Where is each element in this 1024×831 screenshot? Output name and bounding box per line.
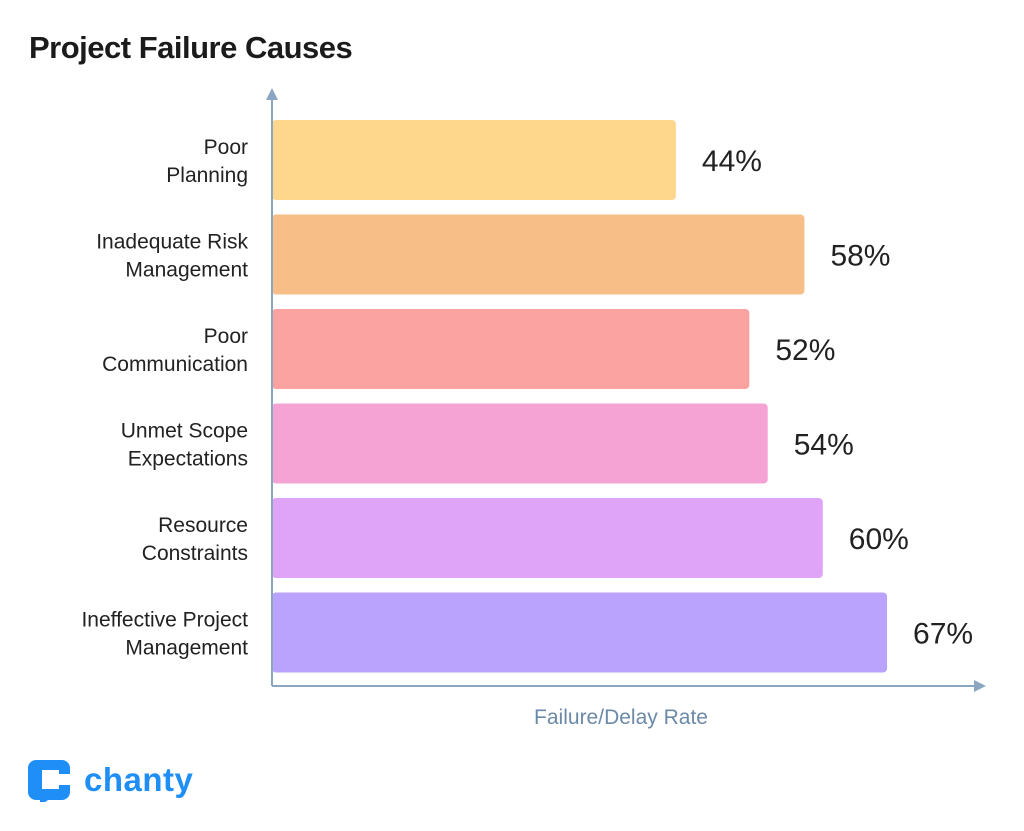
category-label: Poor — [204, 325, 248, 348]
chart-title: Project Failure Causes — [29, 30, 353, 65]
bar — [272, 498, 823, 578]
value-label: 54% — [794, 429, 854, 462]
bar — [272, 214, 805, 295]
category-label: Resource — [158, 514, 248, 537]
category-label: Unmet Scope — [121, 420, 248, 443]
x-axis-arrow — [974, 680, 986, 692]
category-label: Inadequate Risk — [96, 231, 248, 254]
value-label: 52% — [775, 334, 835, 367]
category-label: Constraints — [142, 542, 248, 565]
category-label: Management — [125, 637, 248, 660]
bar — [272, 592, 888, 673]
category-label: Expectations — [128, 448, 248, 471]
bar — [272, 309, 750, 389]
chanty-logo: chanty — [28, 758, 193, 802]
bar-chart: 44% Poor Planning 58% Inadequate Risk Managem… — [81, 88, 986, 729]
bar — [272, 403, 768, 484]
category-label: Ineffective Project — [81, 609, 248, 632]
brand-name: chanty — [84, 761, 194, 798]
bar — [272, 120, 676, 200]
category-label: Poor — [204, 136, 248, 159]
x-axis-label: Failure/Delay Rate — [534, 706, 708, 729]
category-label: Management — [125, 259, 248, 282]
y-axis-arrow — [266, 88, 278, 100]
value-label: 67% — [913, 618, 973, 651]
value-label: 44% — [702, 145, 762, 178]
category-label: Planning — [166, 164, 248, 187]
chat-bubble-c-icon — [28, 760, 70, 802]
value-label: 58% — [830, 240, 890, 273]
category-label: Communication — [102, 353, 248, 376]
value-label: 60% — [849, 523, 909, 556]
